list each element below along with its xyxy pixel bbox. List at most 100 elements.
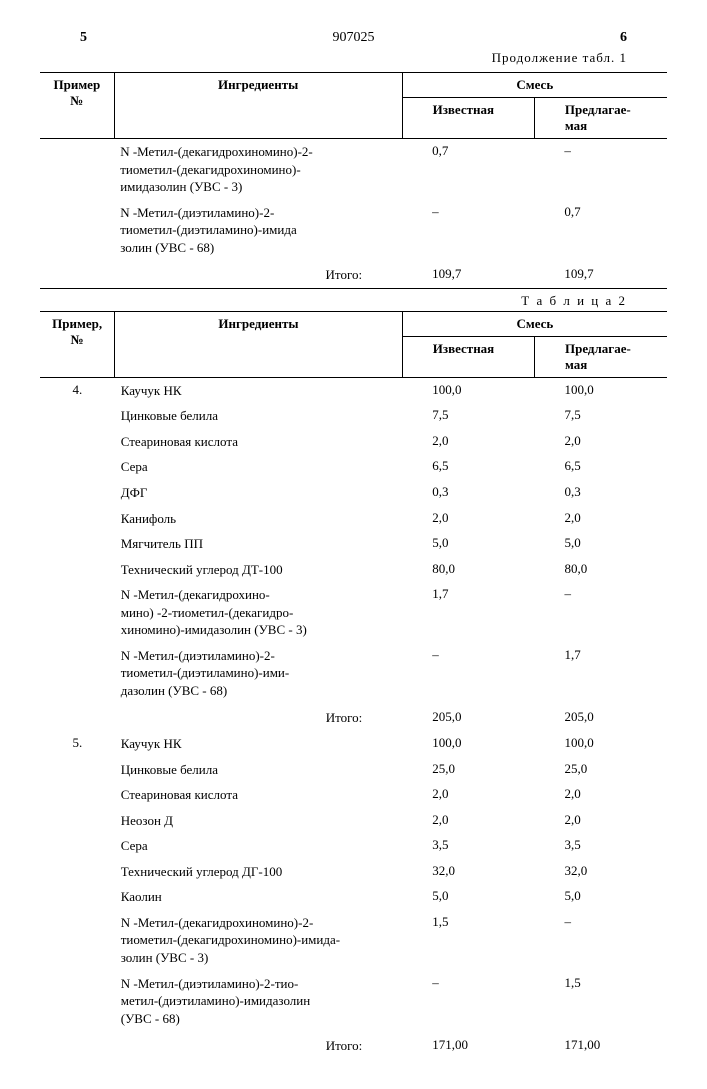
table-2-label: Т а б л и ц а 2 [40,293,627,309]
doc-number: 907025 [333,30,375,46]
t2-known-val: – [402,643,534,704]
t2-primer-cell [40,557,115,583]
table-2: Пример,№ Ингредиенты Смесь Известная Пре… [40,311,667,1059]
t2-totals-label: Итого: [115,1031,403,1059]
t1-head-ingr: Ингредиенты [114,73,402,139]
t2-known-val: – [402,971,534,1032]
t2-primer-cell [40,910,115,971]
t2-primer-cell [40,833,115,859]
t1-head-proposed: Предлагае-мая [534,98,667,139]
t2-primer-cell [40,808,115,834]
left-col-num: 5 [80,30,87,46]
t2-proposed-val: 7,5 [534,403,667,429]
t2-ingredient: Сера [115,833,403,859]
t2-ingredient: N -Метил-(декагидрохино-мино) -2-тиомети… [115,582,403,643]
t2-head-proposed: Предлагае-мая [534,336,667,377]
t2-proposed-val: 32,0 [534,859,667,885]
t2-primer-cell [40,531,115,557]
t2-proposed-val: – [534,582,667,643]
t1-proposed-val: 0,7 [534,200,667,261]
t2-proposed-val: 1,5 [534,971,667,1032]
t2-ingredient: Неозон Д [115,808,403,834]
table-1: Пример№ Ингредиенты Смесь Известная Пред… [40,72,667,289]
t1-totals-known: 109,7 [402,260,534,288]
t2-ingredient: Каолин [115,884,403,910]
t2-ingredient: Технический углерод ДГ-100 [115,859,403,885]
t2-ingredient: Канифоль [115,506,403,532]
t2-primer-cell [40,403,115,429]
t2-known-val: 32,0 [402,859,534,885]
t2-proposed-val: 6,5 [534,454,667,480]
t2-head-mix: Смесь [402,311,667,336]
t2-proposed-val: 5,0 [534,531,667,557]
t2-ingredient: Цинковые белила [115,403,403,429]
t1-known-val: 0,7 [402,139,534,200]
t1-head-mix: Смесь [402,73,667,98]
t2-ingredient: Каучук НК [115,731,403,757]
t2-known-val: 0,3 [402,480,534,506]
t2-proposed-val: 3,5 [534,833,667,859]
t2-primer-cell: 4. [40,377,115,403]
t2-known-val: 1,5 [402,910,534,971]
t2-known-val: 2,0 [402,506,534,532]
t2-known-val: 2,0 [402,808,534,834]
t2-ingredient: Технический углерод ДТ-100 [115,557,403,583]
t2-proposed-val: 100,0 [534,377,667,403]
t1-proposed-val: – [534,139,667,200]
t2-known-val: 2,0 [402,782,534,808]
t2-proposed-val: 2,0 [534,506,667,532]
t2-primer-cell [40,643,115,704]
t2-totals-known: 171,00 [402,1031,534,1059]
t2-proposed-val: 5,0 [534,884,667,910]
t2-known-val: 80,0 [402,557,534,583]
t2-known-val: 25,0 [402,757,534,783]
t2-known-val: 2,0 [402,429,534,455]
t2-ingredient: N -Метил-(диэтиламино)-2-тио-метил-(диэт… [115,971,403,1032]
t2-known-val: 5,0 [402,531,534,557]
t2-ingredient: N -Метил-(декагидрохиномино)-2-тиометил-… [115,910,403,971]
t2-totals-proposed: 171,00 [534,1031,667,1059]
t2-known-val: 1,7 [402,582,534,643]
t2-proposed-val: 100,0 [534,731,667,757]
t2-proposed-val: 2,0 [534,782,667,808]
t2-ingredient: Стеариновая кислота [115,782,403,808]
t2-known-val: 100,0 [402,731,534,757]
right-col-num: 6 [620,30,627,46]
t2-proposed-val: 80,0 [534,557,667,583]
page-header: 5 907025 6 [80,30,627,46]
t2-ingredient: Цинковые белила [115,757,403,783]
t1-primer-cell [40,139,114,200]
t2-totals-known: 205,0 [402,703,534,731]
t2-proposed-val: 0,3 [534,480,667,506]
t2-primer-cell [40,859,115,885]
t1-totals-proposed: 109,7 [534,260,667,288]
t1-ingredient: N -Метил-(декагидрохиномино)-2-тиометил-… [114,139,402,200]
t1-totals-label: Итого: [114,260,402,288]
t2-head-ingr: Ингредиенты [115,311,403,377]
t2-known-val: 6,5 [402,454,534,480]
t2-primer-cell [40,582,115,643]
t2-primer-cell [40,506,115,532]
t2-known-val: 5,0 [402,884,534,910]
t2-proposed-val: 1,7 [534,643,667,704]
t2-proposed-val: 25,0 [534,757,667,783]
t2-totals-label: Итого: [115,703,403,731]
t2-head-primer: Пример,№ [40,311,115,377]
t2-ingredient: N -Метил-(диэтиламино)-2-тиометил-(диэти… [115,643,403,704]
t2-known-val: 7,5 [402,403,534,429]
t1-known-val: – [402,200,534,261]
t2-ingredient: Мягчитель ПП [115,531,403,557]
t2-totals-proposed: 205,0 [534,703,667,731]
t2-known-val: 100,0 [402,377,534,403]
t2-primer-cell [40,757,115,783]
t2-ingredient: ДФГ [115,480,403,506]
t2-head-known: Известная [402,336,534,377]
t2-primer-cell: 5. [40,731,115,757]
t2-primer-cell [40,782,115,808]
continuation-label: Продолжение табл. 1 [40,50,627,66]
t2-proposed-val: 2,0 [534,808,667,834]
t2-primer-cell [40,454,115,480]
t2-ingredient: Каучук НК [115,377,403,403]
t1-primer-cell [40,200,114,261]
t2-proposed-val: 2,0 [534,429,667,455]
